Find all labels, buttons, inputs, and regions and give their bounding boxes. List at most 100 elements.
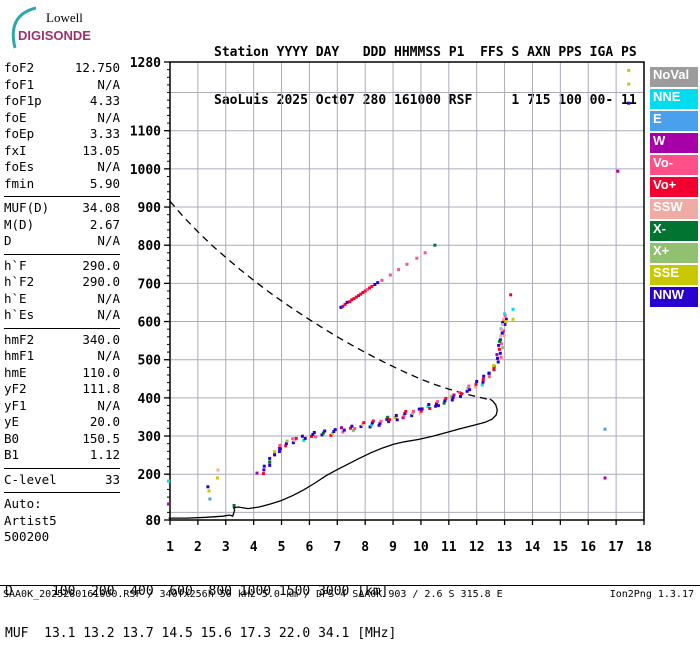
- legend-item-e: E: [650, 111, 698, 131]
- param-value: N/A: [97, 307, 120, 322]
- echo-dot: [395, 418, 399, 422]
- echo-dot: [459, 392, 463, 396]
- echo-dot: [333, 428, 337, 432]
- echo-dot: [499, 342, 503, 346]
- x-axis-label: 3: [222, 540, 230, 555]
- x-axis-label: 11: [441, 540, 457, 555]
- panel-separator: [4, 253, 120, 255]
- echo-dot: [368, 286, 372, 290]
- x-axis-label: 17: [608, 540, 624, 555]
- param-row-c-level: C-level 33: [4, 472, 120, 489]
- echo-dot: [452, 393, 456, 397]
- echo-dot: [376, 281, 380, 285]
- legend-item-x: X+: [650, 243, 698, 263]
- param-label: foF1: [4, 76, 35, 92]
- echo-dot: [497, 343, 501, 347]
- echo-dot: [405, 262, 409, 266]
- echo-dot: [284, 442, 288, 445]
- echo-dot: [500, 328, 504, 332]
- param-row-h-f: h`F 290.0: [4, 258, 120, 275]
- echo-dot: [627, 101, 631, 105]
- param-label: foEp: [4, 126, 35, 141]
- param-value: 290.0: [82, 274, 120, 289]
- panel-separator: [4, 196, 120, 197]
- echo-dot: [216, 468, 220, 472]
- echo-dot: [371, 419, 375, 423]
- y-axis-label: 1000: [130, 163, 161, 178]
- param-label: h`E: [4, 290, 27, 306]
- status-bar: SAA0K_2025280161000.RSF / 340fx256h 50 k…: [0, 585, 700, 601]
- x-axis-label: 10: [413, 540, 429, 555]
- echo-dot: [603, 427, 607, 431]
- legend-item-nne: NNE: [650, 89, 698, 109]
- echo-dot: [487, 375, 491, 379]
- echo-dot: [435, 400, 439, 404]
- status-file-info: SAA0K_2025280161000.RSF / 340fx256h 50 k…: [3, 589, 503, 600]
- echo-dot: [285, 439, 289, 443]
- echo-dot: [341, 304, 345, 308]
- echo-dot: [342, 428, 346, 432]
- transmission-curve: [169, 200, 491, 401]
- legend-item-noval: NoVal: [650, 67, 698, 87]
- echo-dot: [397, 268, 401, 272]
- echo-dot: [465, 389, 469, 393]
- echo-dot: [354, 295, 358, 299]
- characteristics-panel: foF2 12.750 foF1 N/A foF1p 4.33 foE N/A foEp 3.33…: [4, 60, 120, 546]
- header-block: Station YYYY DAY DDD HHMMSS P1 FFS S AXN…: [214, 13, 637, 125]
- echo-dot: [365, 288, 369, 291]
- echo-dot: [387, 420, 391, 424]
- echo-dot: [442, 401, 446, 405]
- echo-dot: [504, 317, 508, 321]
- echo-dot: [388, 273, 392, 277]
- param-value: 12.750: [74, 60, 120, 75]
- echo-dot: [404, 409, 408, 413]
- logo-lowell: Lowell: [46, 10, 83, 25]
- echo-dot: [402, 414, 406, 418]
- echo-dot: [300, 434, 304, 438]
- echo-dot: [418, 411, 422, 415]
- param-row-h-f2: h`F2 290.0: [4, 274, 120, 291]
- echo-dot: [450, 398, 454, 402]
- param-row-h-e: h`E N/A: [4, 291, 120, 308]
- echo-dot: [436, 404, 440, 408]
- echo-dot: [503, 312, 507, 316]
- param-label: foF1p: [4, 93, 42, 108]
- param-value: 33: [104, 471, 120, 487]
- echo-dot: [492, 364, 496, 368]
- y-axis-label: 200: [138, 468, 162, 483]
- legend-item-sse: SSE: [650, 265, 698, 285]
- echo-dot: [351, 429, 355, 433]
- echo-dot: [303, 436, 307, 440]
- param-label: foEs: [4, 159, 35, 174]
- echo-dot: [167, 502, 171, 506]
- echo-dot: [481, 380, 485, 384]
- true-height-profile: [168, 398, 498, 519]
- echo-dot: [330, 432, 334, 435]
- echo-dot: [433, 243, 437, 247]
- param-label: foE: [4, 109, 27, 125]
- echo-dot: [501, 321, 505, 325]
- echo-dot: [475, 380, 479, 383]
- y-axis-label: 600: [138, 316, 162, 331]
- x-axis-label: 5: [278, 540, 286, 555]
- echo-dot: [497, 347, 501, 351]
- echo-dot: [370, 421, 374, 425]
- echo-dot: [451, 396, 455, 399]
- echo-dot: [360, 423, 364, 427]
- ionogram-chart: 1280 1100 1000 900 800 700 600 500 400 300 200 80 1 2…: [130, 56, 652, 555]
- echo-dot: [427, 403, 431, 406]
- param-row-d: D N/A: [4, 233, 120, 250]
- param-label: hmF2: [4, 331, 35, 347]
- param-row-foe: foE N/A: [4, 110, 120, 127]
- param-row-b1: B1 1.12: [4, 447, 120, 464]
- echo-dot: [373, 283, 377, 286]
- param-value: 2.67: [89, 216, 120, 232]
- echo-dot: [278, 443, 282, 447]
- echo-dot: [458, 391, 462, 395]
- echo-dot: [503, 323, 507, 326]
- echo-dot: [273, 450, 277, 454]
- y-axis-label: 800: [138, 239, 162, 254]
- echo-dot: [492, 367, 496, 371]
- echo-dot: [501, 346, 504, 350]
- echo-dot: [277, 450, 281, 453]
